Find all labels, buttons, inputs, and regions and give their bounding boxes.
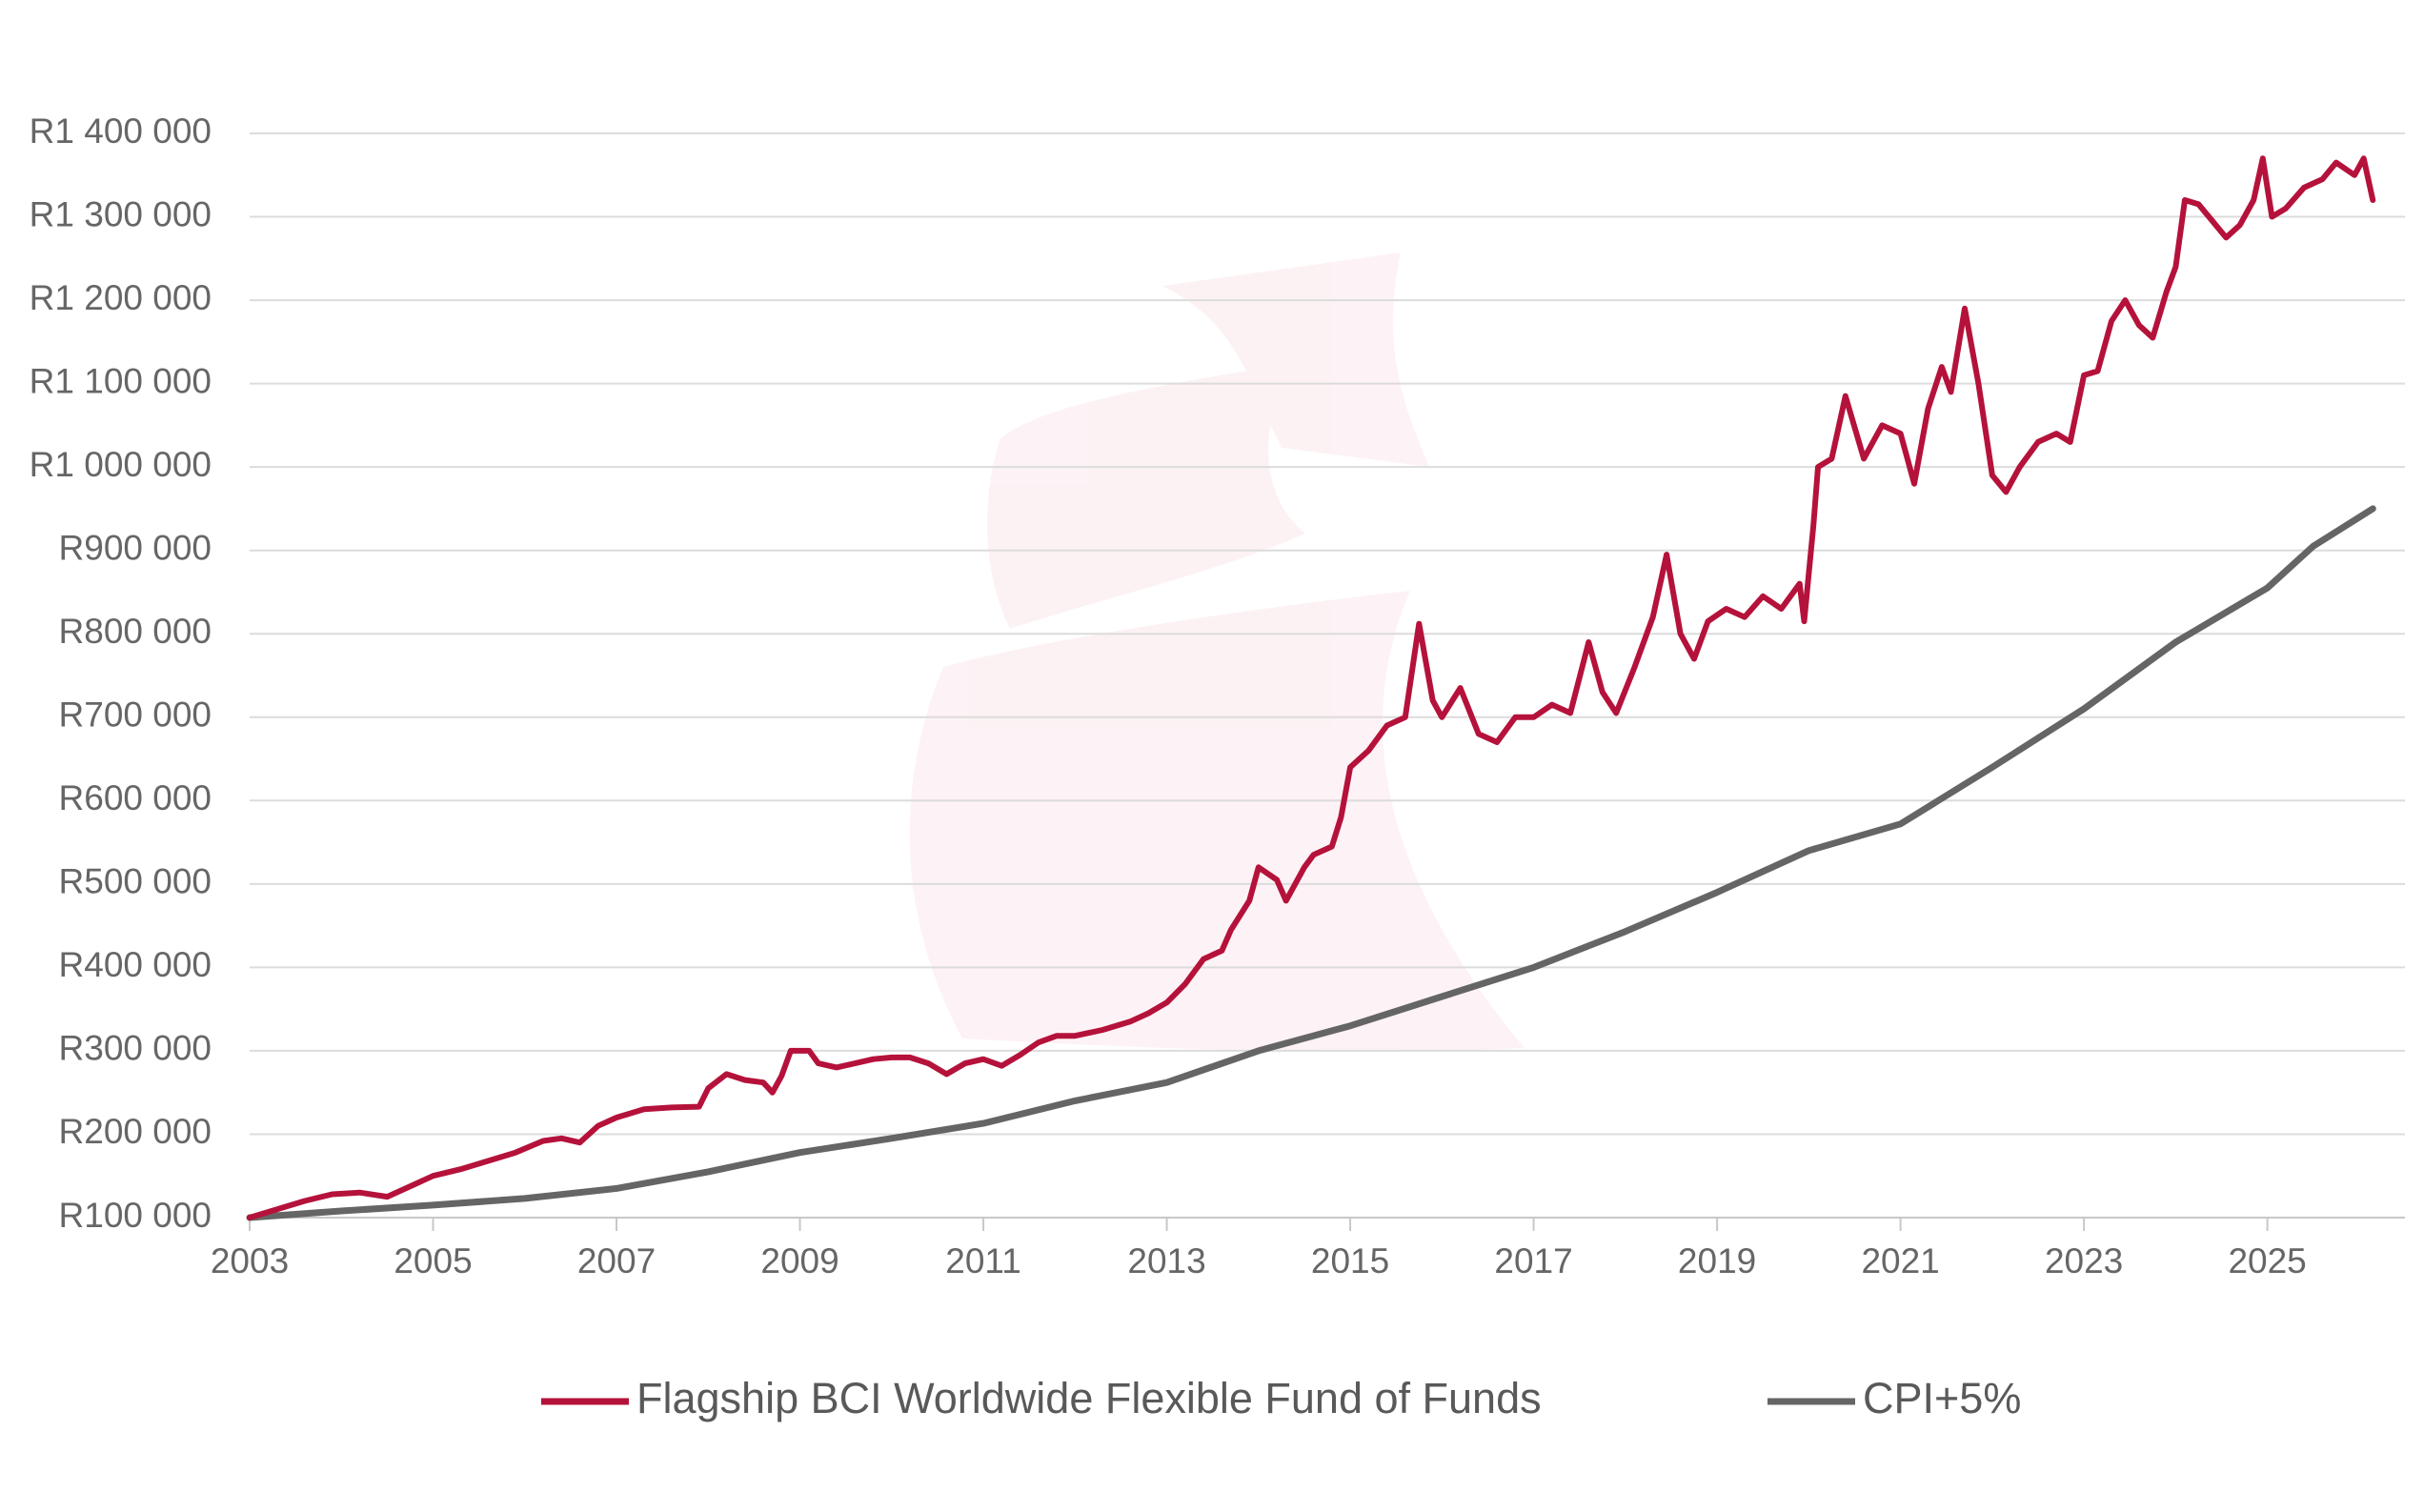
x-tick-label: 2003: [211, 1241, 289, 1280]
legend: Flagship BCI Worldwide Flexible Fund of …: [541, 1374, 2021, 1422]
cpi-series-line: [246, 505, 2376, 1221]
x-tick-label: 2023: [2045, 1241, 2123, 1280]
legend-label: CPI+5%: [1863, 1374, 2021, 1422]
gridlines: [250, 132, 2405, 1136]
x-axis: 2003 2005 2007 2009 2011 2013 2015 2017 2019 2021…: [211, 1217, 2405, 1280]
fund-series-line: [247, 155, 2376, 1220]
y-tick-label: R500 000: [59, 862, 212, 901]
y-tick-label: R1 300 000: [30, 194, 212, 233]
y-tick-label: R900 000: [59, 528, 212, 567]
ship-watermark: [909, 252, 1525, 1053]
y-tick-label: R600 000: [59, 778, 212, 817]
legend-item-cpi: CPI+5%: [1768, 1374, 2021, 1422]
y-tick-label: R800 000: [59, 612, 212, 651]
x-tick-label: 2005: [394, 1241, 472, 1280]
legend-label: Flagship BCI Worldwide Flexible Fund of …: [636, 1374, 1542, 1422]
y-tick-label: R1 000 000: [30, 445, 212, 484]
y-axis-labels: R1 400 000 R1 300 000 R1 200 000 R1 100 000…: [30, 111, 212, 1235]
x-tick-label: 2009: [760, 1241, 838, 1280]
y-tick-label: R100 000: [59, 1196, 212, 1235]
y-tick-label: R400 000: [59, 945, 212, 984]
y-tick-label: R300 000: [59, 1029, 212, 1068]
series-lines: [246, 155, 2376, 1221]
x-tick-label: 2013: [1127, 1241, 1205, 1280]
x-tick-label: 2007: [577, 1241, 656, 1280]
x-tick-label: 2017: [1494, 1241, 1572, 1280]
x-tick-label: 2019: [1678, 1241, 1756, 1280]
x-tick-label: 2015: [1311, 1241, 1389, 1280]
y-tick-label: R200 000: [59, 1112, 212, 1151]
y-tick-label: R700 000: [59, 696, 212, 735]
y-tick-label: R1 200 000: [30, 278, 212, 317]
y-tick-label: R1 100 000: [30, 361, 212, 400]
x-tick-label: 2011: [945, 1241, 1021, 1280]
x-tick-label: 2021: [1861, 1241, 1939, 1280]
y-tick-label: R1 400 000: [30, 111, 212, 151]
x-tick-label: 2025: [2228, 1241, 2306, 1280]
legend-item-fund: Flagship BCI Worldwide Flexible Fund of …: [541, 1374, 1542, 1422]
